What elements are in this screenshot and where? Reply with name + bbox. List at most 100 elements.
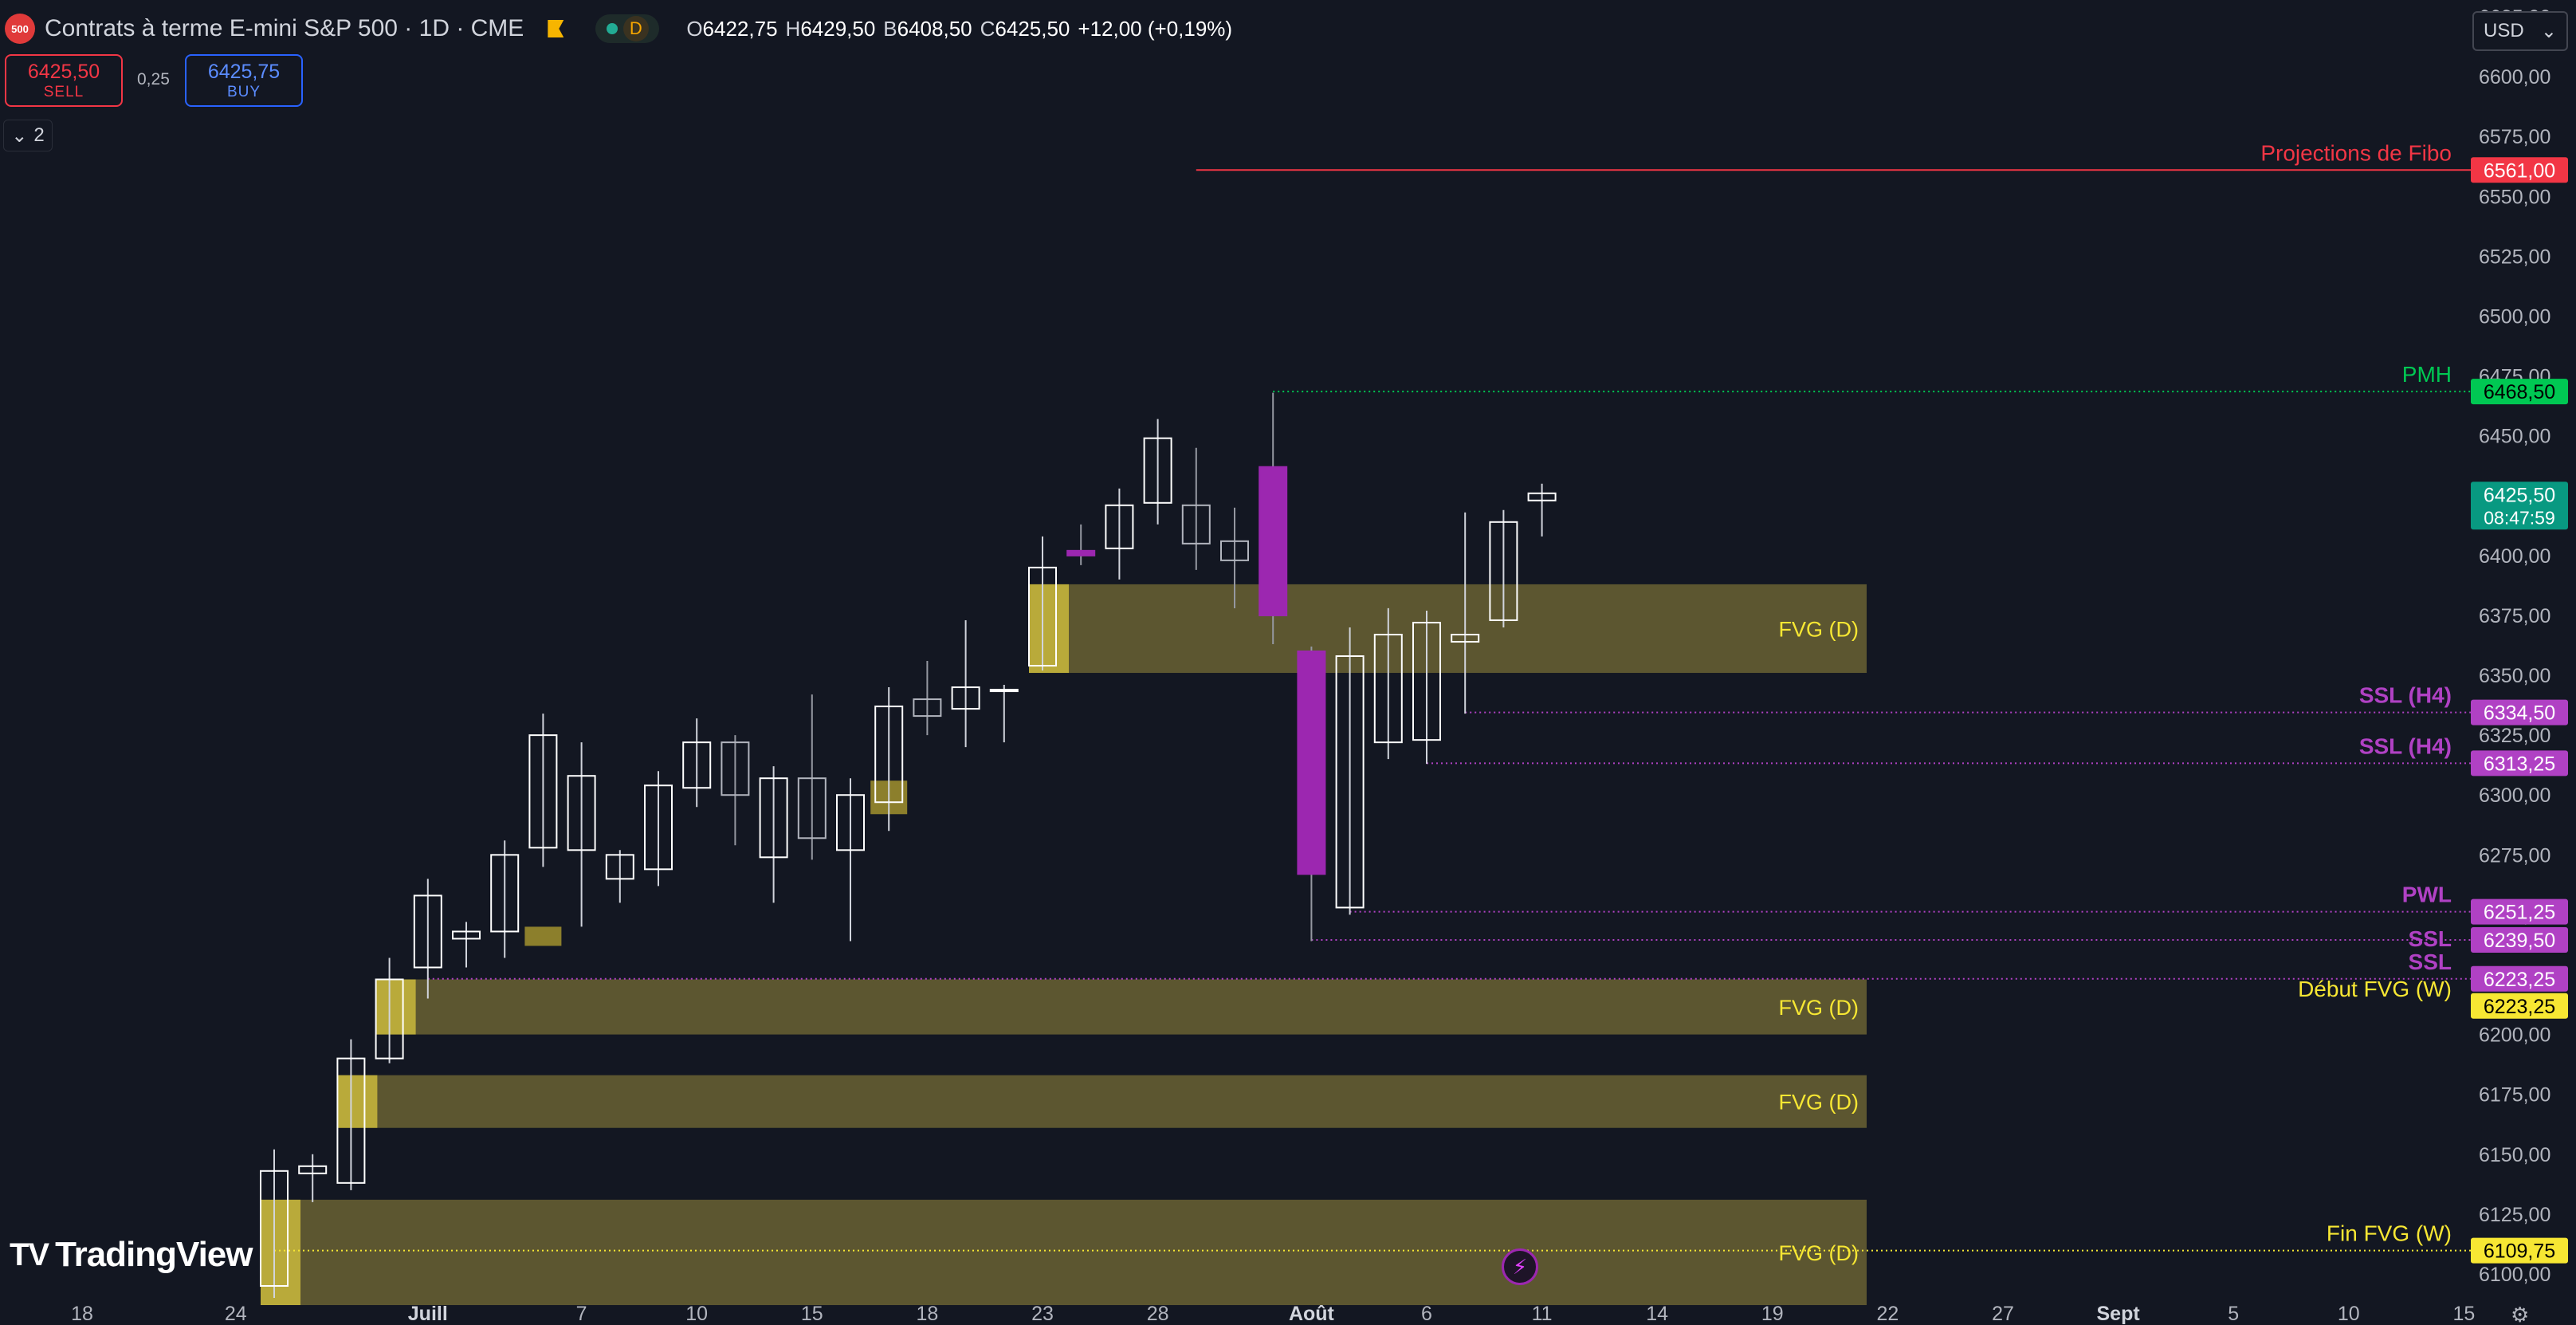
candle — [260, 1149, 289, 1298]
candle — [375, 957, 404, 1064]
sell-price: 6425,50 — [27, 61, 100, 83]
sell-label: SELL — [43, 84, 84, 100]
level-price-tag-bg — [2471, 379, 2568, 405]
candle — [759, 766, 788, 903]
candle — [913, 661, 942, 736]
level-price-tag-bg — [2471, 965, 2568, 992]
fvg-zone-label: FVG (D) — [1779, 617, 1859, 641]
candle-body — [759, 777, 788, 859]
candle — [452, 922, 481, 968]
time-tick-label: 23 — [1031, 1303, 1054, 1325]
candle-body — [644, 784, 673, 871]
time-tick-label: 15 — [2452, 1303, 2475, 1325]
level-label: SSL — [2409, 950, 2452, 974]
sell-button[interactable]: 6425,50 SELL — [5, 54, 123, 107]
candle — [1066, 524, 1096, 565]
candle — [1181, 447, 1211, 570]
time-tick-label: 10 — [2338, 1303, 2360, 1325]
candle — [1105, 488, 1134, 580]
price-tags: 6561,00 6468,50 6334,50 6313,25 6251,25 6239,… — [2471, 157, 2568, 1264]
level-price-tag: 6334,50 — [2484, 702, 2555, 725]
candle — [1335, 627, 1365, 915]
time-tick-label: 7 — [576, 1303, 587, 1325]
candle — [1220, 507, 1249, 608]
level-label: PWL — [2402, 883, 2452, 907]
price-tick-label: 6600,00 — [2479, 66, 2550, 88]
candle — [682, 718, 712, 808]
time-tick-label: 18 — [71, 1303, 93, 1325]
candle — [644, 771, 673, 887]
candle-body — [913, 698, 942, 718]
candle-body — [1105, 504, 1134, 549]
level-price-tag: 6468,50 — [2484, 381, 2555, 403]
symbol-title[interactable]: Contrats à terme E-mini S&P 500 · 1D · C… — [45, 15, 524, 41]
candles — [260, 392, 1557, 1298]
level-price-tag: 6239,50 — [2484, 930, 2555, 952]
candle-body — [605, 854, 634, 880]
candle-body — [375, 978, 404, 1060]
tradingview-logo[interactable]: TV TradingView — [10, 1234, 253, 1276]
market-open-dot-icon — [606, 23, 618, 34]
time-tick-label: 27 — [1992, 1303, 2014, 1325]
candle-body — [567, 775, 596, 851]
candle — [336, 1039, 366, 1190]
fvg-zone — [261, 1199, 1867, 1306]
fvg-zone — [337, 1075, 1867, 1128]
fvg-zones: FVG (D) FVG (D) FVG (D) FVG (D) — [261, 584, 1867, 1306]
candle — [874, 687, 904, 832]
candle-body — [260, 1170, 289, 1287]
indicators-toggle-button[interactable]: ⌄ 2 — [3, 120, 53, 151]
candle — [797, 694, 827, 860]
candle — [528, 714, 558, 867]
candle-body — [1028, 566, 1057, 667]
indicators-count: 2 — [33, 124, 45, 146]
candle-body — [1066, 549, 1096, 556]
flash-icon[interactable]: ⚡ — [1502, 1248, 1538, 1285]
ohlc-change: +12,00 (+0,19%) — [1078, 16, 1233, 41]
flag-icon[interactable] — [548, 20, 564, 37]
ohlc-open: O6422,75 — [686, 16, 778, 41]
fvg-zone-origin — [261, 1199, 300, 1306]
candle — [1143, 419, 1172, 525]
price-tick-label: 6275,00 — [2479, 844, 2550, 867]
time-tick-label: 11 — [1532, 1303, 1553, 1325]
currency-select[interactable]: USD ⌄ — [2472, 11, 2568, 51]
buy-button[interactable]: 6425,75 BUY — [185, 54, 303, 107]
fvg-zone — [1029, 584, 1867, 674]
level-lines — [274, 169, 2471, 1252]
candle-body — [1527, 492, 1557, 501]
time-tick-label: 18 — [916, 1303, 938, 1325]
price-tick-label: 6550,00 — [2479, 186, 2550, 208]
price-tick-label: 6200,00 — [2479, 1024, 2550, 1047]
price-tick-label: 6325,00 — [2479, 725, 2550, 747]
price-tick-label: 6575,00 — [2479, 126, 2550, 148]
candle — [721, 735, 750, 846]
candle-body — [874, 706, 904, 804]
time-tick-label: 28 — [1147, 1303, 1169, 1325]
candle — [836, 778, 865, 942]
level-price-tag: 6109,75 — [2484, 1240, 2555, 1263]
tradingview-mark-icon: TV — [10, 1237, 49, 1272]
level-label: Projections de Fibo — [2260, 140, 2452, 165]
price-axis: 6625,006600,006575,006550,006525,006500,… — [2471, 0, 2576, 1325]
ohlc-high: H6429,50 — [785, 16, 876, 41]
time-tick-label: Juill — [408, 1303, 448, 1325]
level-label: SSL (H4) — [2359, 733, 2452, 758]
gear-icon[interactable]: ⚙ — [2511, 1303, 2530, 1325]
candle-body — [721, 741, 750, 796]
market-status[interactable]: D — [595, 14, 660, 43]
level-label: PMH — [2402, 362, 2452, 387]
fvg-zone-label: FVG (D) — [1779, 1241, 1859, 1265]
candle — [989, 685, 1019, 743]
symbol-logo[interactable]: 500 — [5, 14, 35, 44]
buy-price: 6425,75 — [207, 61, 281, 83]
bar-countdown: 08:47:59 — [2484, 507, 2555, 528]
level-price-tag: 6561,00 — [2484, 159, 2555, 182]
candle-body — [1451, 633, 1480, 643]
level-labels: Projections de Fibo PMH SSL (H4) SSL (H4) PW… — [2260, 140, 2452, 1245]
ohlc-values: O6422,75 H6429,50 B6408,50 C6425,50 +12,… — [686, 17, 1232, 41]
price-tick-label: 6150,00 — [2479, 1144, 2550, 1166]
level-price-tag-bg — [2471, 750, 2568, 777]
candle — [1297, 646, 1326, 942]
